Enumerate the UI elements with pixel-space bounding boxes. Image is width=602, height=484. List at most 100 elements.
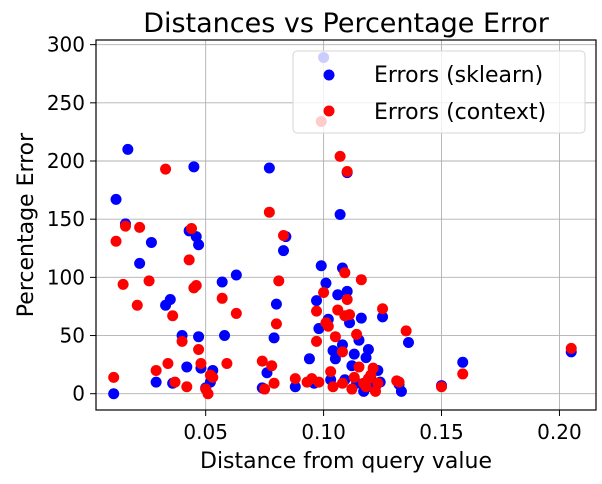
data-point xyxy=(216,292,228,304)
data-point xyxy=(311,305,323,317)
data-point xyxy=(325,366,337,378)
x-tick-label: 0.20 xyxy=(537,420,582,444)
data-point xyxy=(169,376,181,388)
data-point xyxy=(348,371,360,383)
data-point xyxy=(117,278,129,290)
y-tick-label: 50 xyxy=(60,324,85,348)
data-point xyxy=(195,357,207,369)
data-point xyxy=(278,245,289,257)
data-point xyxy=(193,239,205,251)
data-point xyxy=(329,353,341,365)
data-point xyxy=(395,385,407,397)
data-point xyxy=(346,383,358,395)
legend-marker-context xyxy=(323,105,335,117)
y-tick-label: 200 xyxy=(47,149,85,173)
y-axis-label: Percentage Error xyxy=(14,132,39,317)
data-point xyxy=(318,286,330,298)
data-point xyxy=(162,357,174,369)
data-points xyxy=(108,51,577,400)
data-point xyxy=(164,293,176,305)
data-point xyxy=(273,275,285,287)
data-point xyxy=(403,337,414,349)
data-point xyxy=(263,206,275,218)
data-point xyxy=(268,377,280,389)
data-point xyxy=(221,357,233,369)
data-point xyxy=(188,161,200,173)
legend: Errors (sklearn) Errors (context) xyxy=(292,50,586,134)
data-point xyxy=(341,293,353,305)
data-point xyxy=(367,362,379,374)
data-point xyxy=(268,332,280,344)
data-point xyxy=(181,361,193,373)
data-point xyxy=(329,331,341,343)
data-point xyxy=(400,325,412,337)
data-point xyxy=(256,355,268,367)
data-point xyxy=(270,298,282,310)
data-point xyxy=(565,342,577,354)
x-tick-label: 0.05 xyxy=(183,420,228,444)
data-point xyxy=(372,377,384,389)
data-point xyxy=(219,330,231,342)
data-point xyxy=(313,376,325,388)
data-point xyxy=(270,318,282,330)
data-point xyxy=(303,353,315,365)
data-point xyxy=(289,381,301,393)
data-point xyxy=(336,346,348,358)
legend-marker-sklearn xyxy=(323,69,335,81)
y-tick-label: 250 xyxy=(47,91,85,115)
data-point xyxy=(190,280,202,291)
data-point xyxy=(315,260,327,272)
data-point xyxy=(362,344,374,355)
y-tick-label: 0 xyxy=(72,382,85,406)
data-point xyxy=(311,295,323,307)
data-point xyxy=(183,254,195,266)
data-point xyxy=(334,150,346,162)
data-point xyxy=(176,335,188,347)
data-point xyxy=(393,376,405,388)
data-point xyxy=(327,381,339,393)
data-point xyxy=(341,165,353,177)
data-point xyxy=(150,364,162,376)
data-point xyxy=(355,312,367,324)
data-point xyxy=(193,344,205,355)
data-point xyxy=(263,162,275,174)
data-point xyxy=(134,221,146,233)
data-point xyxy=(122,143,134,155)
x-axis-label: Distance from query value xyxy=(200,449,492,474)
data-point xyxy=(348,348,360,360)
data-point xyxy=(108,388,120,400)
data-point xyxy=(436,381,448,393)
data-point xyxy=(167,310,179,322)
data-point xyxy=(289,373,301,385)
data-point xyxy=(134,257,146,269)
data-point xyxy=(334,209,346,221)
data-point xyxy=(322,320,334,332)
series-context xyxy=(108,115,577,400)
data-point xyxy=(377,311,389,323)
x-tick-label: 0.15 xyxy=(419,420,464,444)
data-point xyxy=(457,368,469,380)
data-point xyxy=(332,289,344,301)
data-point xyxy=(230,307,242,319)
data-point xyxy=(355,274,367,286)
data-point xyxy=(353,361,365,373)
data-point xyxy=(320,277,332,289)
data-point xyxy=(457,356,469,368)
data-point xyxy=(143,275,155,287)
data-point xyxy=(202,388,214,400)
legend-box xyxy=(292,50,586,134)
data-point xyxy=(186,222,198,234)
data-point xyxy=(110,235,122,247)
data-point xyxy=(131,299,143,311)
legend-label-context: Errors (context) xyxy=(374,100,546,125)
data-point xyxy=(207,371,219,383)
x-tick-label: 0.10 xyxy=(301,420,346,444)
data-point xyxy=(341,285,353,297)
data-point xyxy=(160,163,172,175)
chart-title: Distances vs Percentage Error xyxy=(143,8,550,39)
data-point xyxy=(339,267,351,279)
data-point xyxy=(108,371,120,383)
data-point xyxy=(311,335,323,347)
data-point xyxy=(344,309,356,321)
data-point xyxy=(230,269,242,281)
